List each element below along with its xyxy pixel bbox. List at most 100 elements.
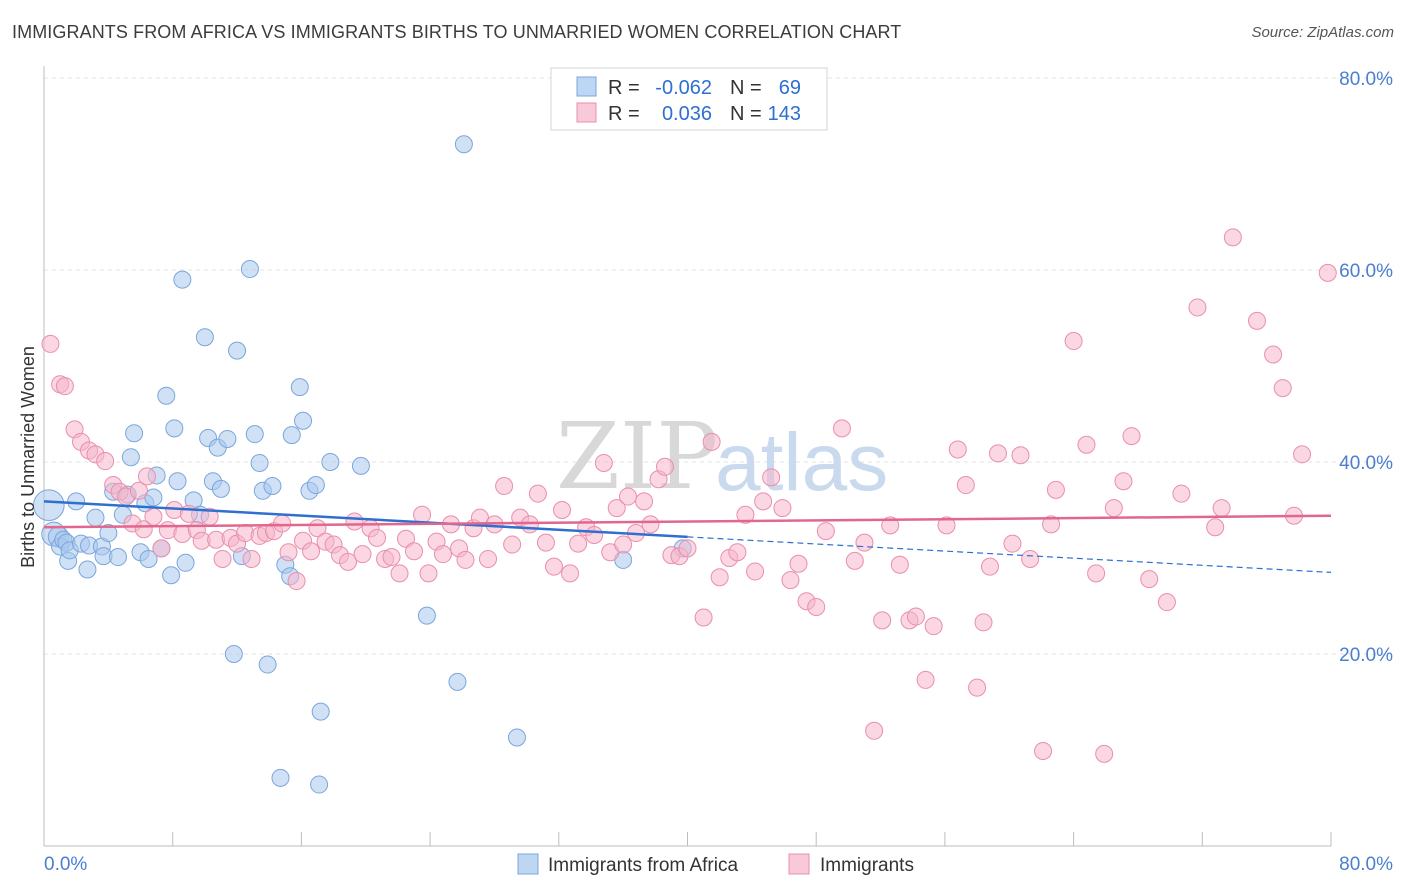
stats-r-label-africa: R = — [608, 77, 640, 99]
y-tick-labels: 20.0% 40.0% 60.0% 80.0% — [1339, 69, 1393, 666]
point-immigrants-124 — [1034, 741, 1053, 760]
axes — [43, 66, 1332, 847]
stats-n-value-africa: 69 — [779, 77, 801, 99]
point-immigrants-126 — [1046, 480, 1065, 499]
point-africa-28 — [157, 386, 176, 405]
point-africa-47 — [250, 453, 269, 472]
point-immigrants-58 — [456, 550, 475, 569]
legend-label-africa[interactable]: Immigrants from Africa — [548, 855, 738, 876]
point-immigrants-107 — [873, 611, 892, 630]
point-immigrants-42 — [339, 552, 358, 571]
point-africa-30 — [165, 419, 184, 438]
point-immigrants-64 — [503, 535, 522, 554]
point-immigrants-94 — [746, 562, 765, 581]
point-immigrants-16 — [152, 539, 171, 558]
point-immigrants-123 — [1021, 549, 1040, 568]
point-immigrants-77 — [607, 499, 626, 518]
point-immigrants-96 — [762, 468, 781, 487]
point-immigrants-44 — [353, 545, 372, 564]
point-africa-55 — [290, 378, 309, 397]
point-africa-32 — [173, 270, 192, 289]
point-immigrants-43 — [345, 512, 364, 531]
point-immigrants-74 — [585, 525, 604, 544]
point-africa-61 — [321, 453, 340, 471]
point-immigrants-95 — [754, 492, 773, 511]
point-immigrants-90 — [710, 568, 729, 587]
point-africa-17 — [109, 548, 128, 567]
point-africa-56 — [294, 411, 313, 430]
y-tick-label-0: 20.0% — [1339, 645, 1393, 666]
point-immigrants-79 — [618, 487, 637, 506]
trend-line-africa-extension — [687, 536, 1332, 573]
stats-n-label-africa: N = — [730, 77, 762, 99]
x-tick-label-max: 80.0% — [1339, 854, 1393, 875]
legend-label-immigrants[interactable]: Immigrants — [820, 855, 914, 876]
point-immigrants-46 — [368, 528, 387, 547]
point-africa-65 — [454, 135, 473, 154]
stats-r-value-immigrants: 0.036 — [662, 103, 712, 125]
point-africa-10 — [78, 560, 97, 579]
point-immigrants-97 — [773, 499, 792, 518]
point-immigrants-7 — [96, 452, 115, 471]
point-immigrants-122 — [1011, 446, 1030, 465]
point-africa-49 — [258, 655, 277, 674]
point-immigrants-102 — [816, 522, 835, 541]
point-immigrants-51 — [405, 542, 424, 561]
point-immigrants-15 — [144, 507, 163, 526]
gridlines — [44, 77, 1393, 655]
point-immigrants-25 — [213, 549, 232, 568]
point-immigrants-145 — [1293, 445, 1312, 464]
stats-box: R = -0.062 N = 69 R = 0.036 N = 143 — [550, 67, 828, 131]
y-tick-label-3: 80.0% — [1339, 69, 1393, 90]
point-africa-0 — [33, 489, 65, 522]
point-immigrants-142 — [1264, 345, 1283, 364]
point-immigrants-101 — [807, 597, 826, 616]
stats-r-label-immigrants: R = — [608, 103, 640, 125]
point-immigrants-134 — [1140, 570, 1159, 589]
point-africa-21 — [125, 424, 144, 443]
watermark: ZIP atlas — [556, 403, 888, 510]
point-africa-54 — [282, 426, 301, 445]
point-africa-12 — [86, 508, 105, 527]
trend-lines — [43, 500, 1332, 573]
point-immigrants-141 — [1247, 311, 1266, 330]
point-immigrants-146 — [1318, 263, 1337, 282]
point-immigrants-121 — [1003, 534, 1022, 553]
point-immigrants-53 — [419, 564, 438, 583]
point-africa-24 — [139, 549, 158, 568]
point-africa-60 — [310, 775, 329, 794]
point-immigrants-114 — [937, 516, 956, 535]
point-immigrants-67 — [528, 484, 547, 503]
point-immigrants-69 — [544, 557, 563, 576]
point-africa-29 — [162, 566, 181, 585]
point-immigrants-136 — [1172, 484, 1191, 503]
point-africa-45 — [240, 260, 259, 279]
point-immigrants-120 — [988, 444, 1007, 463]
point-immigrants-14 — [137, 467, 156, 486]
point-immigrants-130 — [1095, 744, 1114, 763]
legend: Immigrants from Africa Immigrants — [517, 853, 914, 876]
point-africa-43 — [228, 341, 247, 360]
point-immigrants-105 — [855, 533, 874, 552]
watermark-zip: ZIP — [556, 403, 718, 510]
point-immigrants-113 — [924, 617, 943, 636]
legend-swatch-africa[interactable] — [517, 853, 539, 875]
point-immigrants-66 — [520, 515, 539, 534]
stats-n-value-immigrants: 143 — [768, 103, 801, 125]
watermark-atlas: atlas — [715, 417, 888, 508]
point-immigrants-133 — [1122, 427, 1141, 446]
point-immigrants-99 — [789, 554, 808, 573]
point-immigrants-135 — [1157, 593, 1176, 612]
point-immigrants-103 — [832, 419, 851, 438]
point-africa-36 — [195, 328, 214, 347]
point-immigrants-92 — [728, 543, 747, 562]
point-immigrants-2 — [55, 377, 74, 396]
point-immigrants-61 — [479, 549, 498, 568]
point-immigrants-138 — [1206, 518, 1225, 537]
point-immigrants-106 — [865, 721, 884, 740]
legend-swatch-immigrants[interactable] — [788, 853, 810, 875]
stats-n-label-immigrants: N = — [730, 103, 762, 125]
point-immigrants-109 — [890, 555, 909, 574]
point-immigrants-111 — [906, 607, 925, 626]
